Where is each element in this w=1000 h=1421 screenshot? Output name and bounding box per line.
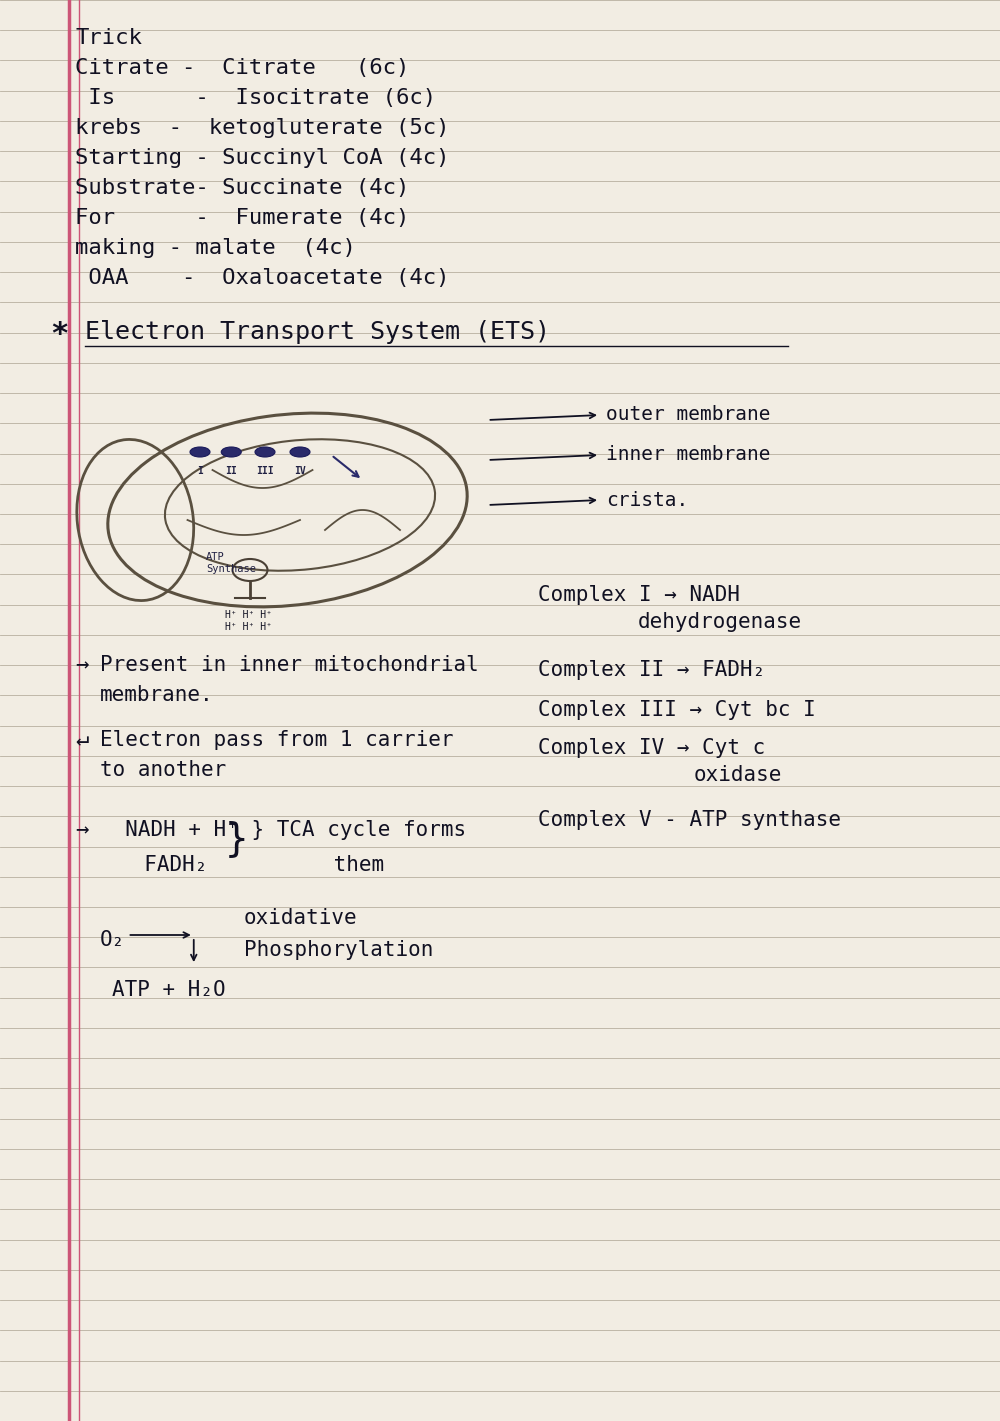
- Text: Complex II → FADH₂: Complex II → FADH₂: [538, 659, 765, 681]
- Text: }: }: [225, 820, 248, 858]
- Ellipse shape: [190, 448, 210, 458]
- Text: Present in inner mitochondrial: Present in inner mitochondrial: [100, 655, 479, 675]
- Text: For      -  Fumerate (4c): For - Fumerate (4c): [75, 207, 409, 227]
- Text: Complex I → NADH: Complex I → NADH: [538, 585, 740, 605]
- Text: NADH + H⁺ } TCA cycle forms: NADH + H⁺ } TCA cycle forms: [100, 820, 466, 840]
- Text: II: II: [225, 466, 237, 476]
- Text: Complex IV → Cyt c: Complex IV → Cyt c: [538, 737, 765, 757]
- Text: inner membrane: inner membrane: [606, 446, 771, 465]
- Ellipse shape: [290, 448, 310, 458]
- Text: krebs  -  ketogluterate (5c): krebs - ketogluterate (5c): [75, 118, 450, 138]
- Text: OAA    -  Oxaloacetate (4c): OAA - Oxaloacetate (4c): [75, 269, 450, 288]
- Text: →: →: [75, 820, 88, 840]
- Text: Citrate -  Citrate   (6c): Citrate - Citrate (6c): [75, 58, 409, 78]
- Text: membrane.: membrane.: [100, 685, 214, 705]
- Text: ↵: ↵: [75, 730, 88, 750]
- Text: Trick: Trick: [75, 28, 142, 48]
- Text: Complex III → Cyt bc I: Complex III → Cyt bc I: [538, 701, 815, 720]
- Text: Electron pass from 1 carrier: Electron pass from 1 carrier: [100, 730, 454, 750]
- Text: III: III: [256, 466, 274, 476]
- Text: outer membrane: outer membrane: [606, 405, 771, 425]
- Text: Is      -  Isocitrate (6c): Is - Isocitrate (6c): [75, 88, 436, 108]
- Text: Electron Transport System (ETS): Electron Transport System (ETS): [85, 320, 550, 344]
- Text: oxidative: oxidative: [244, 908, 357, 928]
- Text: *: *: [50, 320, 68, 350]
- Text: H⁺ H⁺ H⁺
H⁺ H⁺ H⁺: H⁺ H⁺ H⁺ H⁺ H⁺ H⁺: [225, 610, 272, 631]
- Text: I: I: [197, 466, 203, 476]
- Text: oxidase: oxidase: [694, 764, 782, 784]
- Text: ATP
Synthase: ATP Synthase: [206, 551, 256, 574]
- Ellipse shape: [221, 448, 241, 458]
- Ellipse shape: [255, 448, 275, 458]
- Text: Phosphorylation: Phosphorylation: [244, 941, 433, 961]
- Text: Substrate- Succinate (4c): Substrate- Succinate (4c): [75, 178, 409, 198]
- Text: dehydrogenase: dehydrogenase: [638, 612, 802, 632]
- Text: ATP + H₂O: ATP + H₂O: [112, 980, 226, 1000]
- Text: O₂: O₂: [100, 929, 125, 951]
- Text: →: →: [75, 655, 88, 675]
- Text: to another: to another: [100, 760, 226, 780]
- Text: Complex V - ATP synthase: Complex V - ATP synthase: [538, 810, 840, 830]
- Text: IV: IV: [294, 466, 306, 476]
- Text: FADH₂          them: FADH₂ them: [119, 855, 384, 875]
- Text: Starting - Succinyl CoA (4c): Starting - Succinyl CoA (4c): [75, 148, 450, 168]
- Text: crista.: crista.: [606, 490, 688, 510]
- Text: making - malate  (4c): making - malate (4c): [75, 237, 356, 259]
